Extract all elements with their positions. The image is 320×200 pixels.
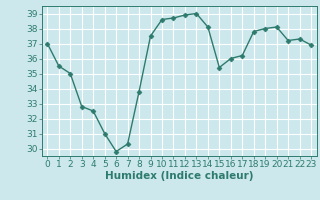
X-axis label: Humidex (Indice chaleur): Humidex (Indice chaleur) xyxy=(105,171,253,181)
